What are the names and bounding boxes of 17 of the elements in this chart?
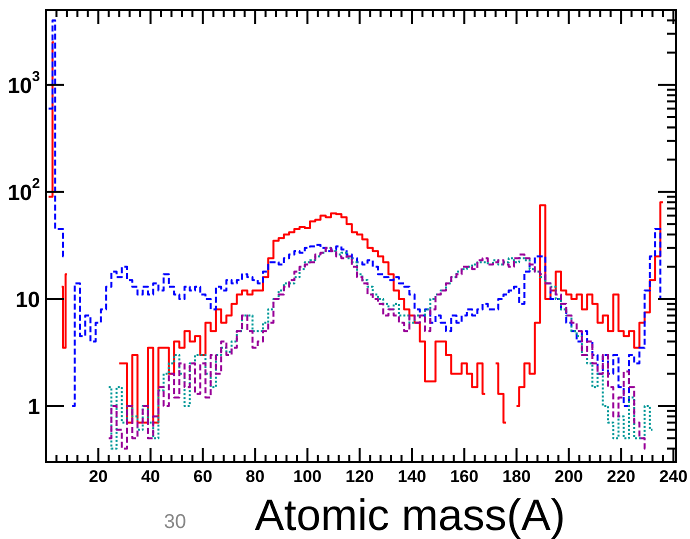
y-tick-label: 10$^{3}$ [8,68,40,98]
x-tick-label: 120 [346,467,374,486]
y-tick-label: 10$^{2}$ [8,176,40,204]
y-tick-label: 10 [16,286,40,312]
x-tick-label: 180 [502,467,531,486]
x-tick-label: 20 [88,467,108,486]
text: 30 [164,511,186,533]
x-tick-label: 40 [141,467,160,486]
x-tick-label: 200 [554,467,584,486]
y-tick-label: 1 [28,394,40,419]
x-tick-label: 240 [659,467,688,486]
x-tick-label: 220 [606,467,636,486]
x-tick-label: 80 [246,467,265,486]
x-tick-label: 100 [293,467,322,486]
x-tick-label: 140 [398,467,426,486]
x-tick-label: 60 [193,467,212,486]
x-tick-label: 160 [450,467,478,486]
